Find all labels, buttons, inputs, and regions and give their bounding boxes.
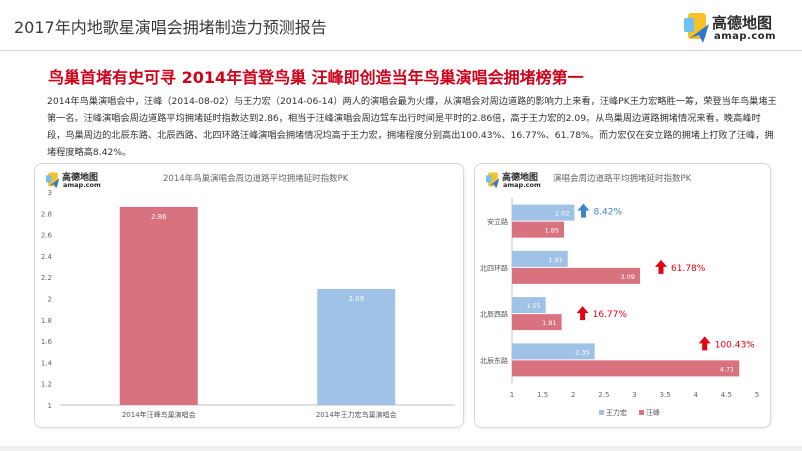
x-tick-label: 2014年王力宏鸟巢演唱会 (316, 410, 397, 419)
x-tick-label: 5 (755, 391, 759, 399)
bar-value-label: 2.35 (575, 348, 589, 356)
increase-annotation: 100.43% (715, 340, 755, 350)
chart-logo-right: 高德地图 amap.com (485, 170, 555, 192)
legend-swatch (599, 410, 604, 415)
bar-wangfeng (512, 314, 562, 331)
amap-logo: 高德地图 amap.com (682, 10, 790, 48)
y-tick-label: 北辰西路 (480, 310, 508, 319)
bar-wanglihong (512, 297, 546, 314)
bar-wanglihong (512, 250, 568, 267)
chart-logo-en: amap.com (63, 181, 101, 189)
bar-wangfeng (512, 221, 565, 238)
x-tick-label: 4.5 (721, 391, 732, 399)
chart-logo-cn: 高德地图 (502, 173, 539, 183)
increase-annotation: 16.77% (593, 310, 628, 320)
bar-value-label: 1.55 (526, 302, 540, 310)
amap-logo-icon (486, 172, 500, 189)
y-tick-label: 2.6 (41, 232, 53, 240)
bar-value-label: 2.86 (151, 213, 167, 221)
bar-wangfeng (512, 267, 641, 284)
y-tick-label: 1.8 (41, 317, 52, 325)
headline: 鸟巢首堵有史可寻 2014年首登鸟巢 汪峰即创造当年鸟巢演唱会拥堵榜第一 (48, 68, 584, 87)
hbar-chart-right: 1 1.5 2 2.5 3 3.5 4 4.5 5 安立路 2.02 1.85 8.42% 北四环路 1.9… (480, 198, 759, 417)
x-tick-label: 1.5 (537, 391, 548, 399)
bar-value-label: 1.81 (542, 319, 556, 327)
bar-wanglihong (512, 204, 575, 221)
increase-annotation: 61.78% (671, 264, 706, 274)
bar (119, 206, 198, 405)
chart-logo-left: 高德地图 amap.com (45, 170, 115, 192)
y-tick-label: 1 (48, 402, 52, 410)
chart-logo-en: amap.com (503, 181, 541, 189)
page-title: 2017年内地歌星演唱会拥堵制造力预测报告 (14, 18, 327, 37)
y-tick-label: 安立路 (487, 217, 508, 226)
footer-bar (0, 446, 802, 451)
chart-logo-cn: 高德地图 (62, 173, 99, 183)
bar-value-label: 2.02 (555, 210, 569, 218)
bar-value-label: 3.09 (621, 273, 635, 281)
y-tick-label: 北辰东路 (480, 356, 508, 365)
chart-panel-right: 高德地图 amap.com 演唱会周边道路平均拥堵延时指数PK 1 1.5 2 2.5… (474, 163, 771, 428)
up-arrow-icon (655, 259, 668, 274)
amap-logo-icon (684, 13, 709, 43)
x-tick-label: 3 (632, 391, 636, 399)
legend-label: 汪峰 (646, 408, 660, 417)
y-tick-label: 2.4 (41, 253, 53, 261)
bar-value-label: 1.91 (548, 256, 562, 264)
increase-annotation: 8.42% (593, 208, 622, 218)
header-divider (0, 50, 802, 51)
bar-value-label: 4.71 (720, 365, 734, 373)
bar-wangfeng (512, 360, 740, 377)
x-tick-label: 3.5 (660, 391, 671, 399)
logo-text-cn: 高德地图 (712, 14, 773, 32)
y-tick-label: 2.8 (41, 210, 52, 218)
y-tick-label: 1.2 (41, 381, 52, 389)
y-tick-label: 2 (48, 296, 52, 304)
up-arrow-icon (698, 336, 711, 351)
y-tick-label: 1.4 (41, 359, 53, 367)
bar-value-label: 1.85 (545, 227, 559, 235)
y-tick-label: 北四环路 (480, 263, 508, 272)
x-tick-label: 4 (694, 391, 699, 399)
up-arrow-icon (576, 306, 589, 321)
x-tick-label: 2 (571, 391, 575, 399)
logo-text-en: amap.com (714, 31, 777, 42)
bar-value-label: 2.09 (348, 295, 364, 303)
up-arrow-icon (577, 203, 590, 218)
x-tick-label: 1 (510, 391, 514, 399)
legend-swatch (639, 410, 644, 415)
y-tick-label: 3 (48, 189, 52, 197)
chart-title-right: 演唱会周边道路平均拥堵延时指数PK (553, 174, 692, 184)
chart-panel-left: 高德地图 amap.com 2014年鸟巢演唱会周边道路平均拥堵延时指数PK 1… (34, 163, 464, 428)
x-tick-label: 2014年汪峰鸟巢演唱会 (122, 410, 196, 419)
body-paragraph: 2014年鸟巢演唱会中，汪峰（2014-08-02）与王力宏（2014-06-1… (47, 96, 777, 158)
chart-title-left: 2014年鸟巢演唱会周边道路平均拥堵延时指数PK (163, 174, 349, 184)
bar-chart-left: 1 1.2 1.4 1.6 1.8 2 2.2 2.4 2.6 2.8 3 2.86 2014年汪峰鸟巢… (41, 189, 455, 419)
legend-label: 王力宏 (606, 408, 627, 417)
y-tick-label: 1.6 (41, 338, 53, 346)
bar-wanglihong (512, 343, 595, 360)
bar (317, 288, 396, 405)
y-tick-label: 2.2 (41, 274, 52, 282)
amap-logo-icon (46, 172, 60, 189)
x-tick-label: 2.5 (598, 391, 609, 399)
